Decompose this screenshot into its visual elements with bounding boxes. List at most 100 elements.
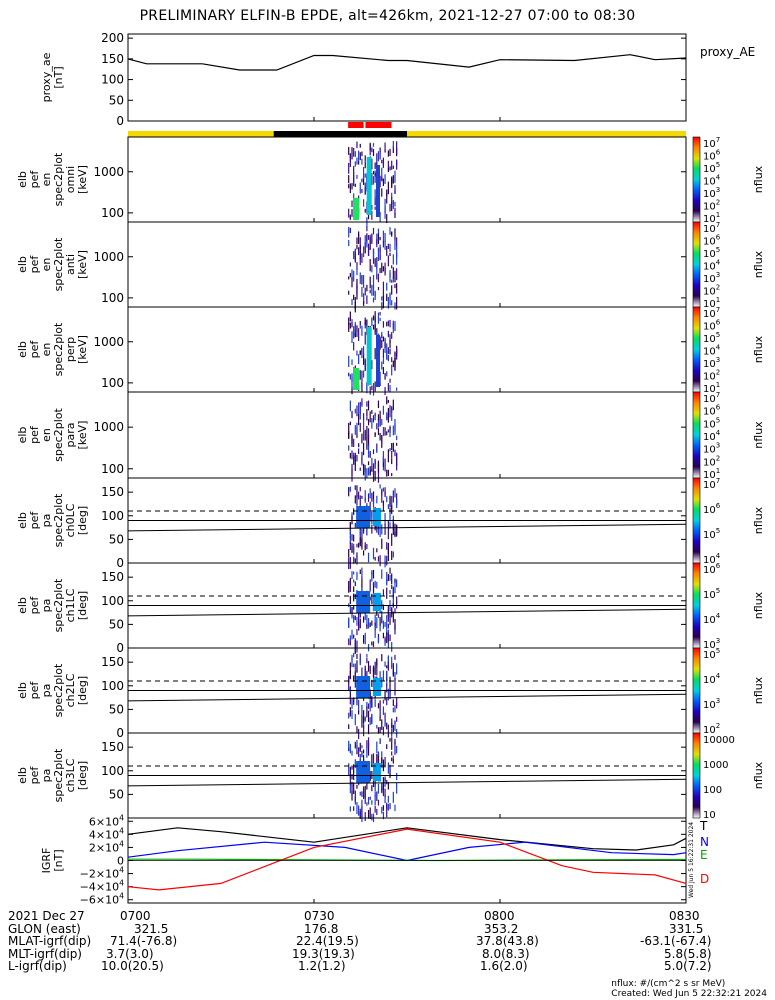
spectrogram-pixel	[374, 258, 376, 267]
spectrogram-pixel	[382, 589, 385, 596]
spectrogram-pixel	[358, 747, 360, 757]
spectrogram-pixel	[361, 799, 363, 812]
spectrogram-pixel	[396, 296, 398, 310]
spectrogram-pixel	[349, 743, 351, 754]
panel-ylabel: spec2plot	[52, 663, 65, 717]
spectrogram-pixel	[386, 615, 388, 626]
spectrogram-pixel	[362, 199, 365, 207]
spectrogram-pixel	[369, 411, 371, 423]
spectrogram-pixel	[367, 661, 370, 672]
spectrogram-pixel	[361, 253, 363, 263]
spectrogram-pixel	[369, 774, 371, 782]
panel-ylabel: omni	[64, 166, 77, 193]
spectrogram-pixel	[384, 718, 386, 727]
spectrogram-pixel	[362, 301, 365, 305]
panel-ylabel: proxy_ae	[40, 52, 53, 102]
spectrogram-pixel	[372, 324, 375, 330]
y-tick-label: 0	[116, 726, 124, 740]
spectrogram-pixel	[396, 596, 398, 604]
spectrogram-pixel	[364, 497, 366, 501]
spectrogram-pixel	[382, 706, 385, 715]
plot-title: PRELIMINARY ELFIN-B EPDE, alt=426km, 202…	[139, 8, 636, 24]
spectrogram-pixel	[351, 200, 353, 208]
spectrogram-pixel	[377, 727, 380, 734]
spectrogram-pixel	[356, 278, 358, 288]
spectrogram-pixel	[379, 410, 381, 419]
spectrogram-pixel	[396, 716, 398, 722]
spectrogram-pixel	[348, 580, 350, 593]
spectrogram-pixel	[372, 547, 375, 560]
spectrogram-pixel	[362, 430, 365, 441]
spectrogram-pixel	[389, 334, 391, 344]
spectrogram-pixel	[382, 427, 385, 436]
spectrogram-pixel	[389, 803, 391, 810]
spectrogram-pixel	[387, 168, 389, 172]
spectrogram-pixel	[384, 387, 386, 395]
spectrogram-pixel	[366, 614, 368, 627]
spectrogram-pixel	[379, 312, 381, 316]
spectrogram-pixel	[367, 743, 370, 756]
spectrogram-pixel	[361, 584, 363, 595]
spectrogram-pixel	[391, 406, 393, 412]
spectrogram-pixel	[349, 322, 351, 329]
spectrogram-pixel	[359, 618, 361, 629]
spectrogram-pixel	[369, 276, 371, 289]
spectrogram-pixel	[349, 154, 351, 167]
panel-ylabel: [deg]	[76, 761, 89, 790]
spectrogram-pixel	[372, 593, 381, 611]
spectrogram-pixel	[396, 237, 398, 247]
spectrogram-pixel	[374, 324, 376, 335]
spectrogram-pixel	[353, 294, 355, 301]
spectrogram-pixel	[372, 508, 381, 526]
spectrogram-pixel	[359, 742, 361, 752]
spectrogram-pixel	[382, 321, 385, 328]
spectrogram-pixel	[387, 160, 389, 169]
colorbar-tick-label: 100	[703, 785, 722, 796]
panel-ylabel: en	[40, 428, 53, 442]
colorbar	[692, 732, 701, 819]
spectrogram-pixel	[359, 611, 361, 618]
spectrogram-pixel	[376, 233, 378, 245]
spectrogram-pixel	[367, 400, 370, 411]
spectrogram-pixel	[367, 435, 370, 447]
spectrogram-pixel	[382, 604, 385, 610]
spectrogram-pixel	[381, 806, 383, 814]
spectrogram-pixel	[389, 339, 391, 348]
spectrogram-pixel	[366, 624, 368, 629]
spectrogram-pixel	[351, 463, 353, 476]
spectrogram-pixel	[348, 432, 350, 439]
y-tick-label: 0	[116, 641, 124, 655]
spectrogram-pixel	[387, 429, 389, 433]
spectrogram-pixel	[354, 713, 356, 726]
spectrogram-pixel	[379, 336, 381, 349]
spectrogram-pixel	[349, 262, 351, 267]
spectrogram-pixel	[369, 466, 371, 476]
spectrogram-pixel	[387, 296, 389, 309]
spectrogram-pixel	[367, 552, 370, 563]
spectrogram-pixel	[353, 147, 355, 152]
spectrogram-pixel	[389, 166, 391, 171]
spectrogram-pixel	[354, 151, 356, 157]
spectrogram-pixel	[359, 182, 361, 194]
spectrogram-pixel	[354, 558, 356, 564]
spectrogram-pixel	[366, 295, 368, 304]
spectrogram-pixel	[364, 608, 366, 620]
spectrogram-pixel	[391, 192, 393, 200]
spectrogram-pixel	[358, 161, 360, 165]
spectrogram-pixel	[374, 290, 376, 297]
spectrogram-pixel	[348, 322, 350, 332]
y-tick-label: 150	[101, 52, 124, 66]
spectrogram-pixel	[353, 534, 355, 542]
spectrogram-pixel	[362, 717, 365, 729]
colorbar-tick-label: 105	[703, 246, 720, 260]
spectrogram-pixel	[392, 399, 394, 411]
spectrogram-pixel	[384, 776, 386, 787]
spectrogram-pixel	[389, 688, 391, 700]
spectrogram-pixel	[372, 753, 375, 765]
spectrogram-pixel	[359, 370, 361, 380]
spectrogram-pixel	[381, 677, 383, 688]
colorbar-tick-label: 102	[703, 454, 720, 468]
spectrogram-pixel	[377, 273, 380, 283]
spectrogram-pixel	[354, 332, 356, 338]
spectrogram-pixel	[348, 676, 350, 684]
